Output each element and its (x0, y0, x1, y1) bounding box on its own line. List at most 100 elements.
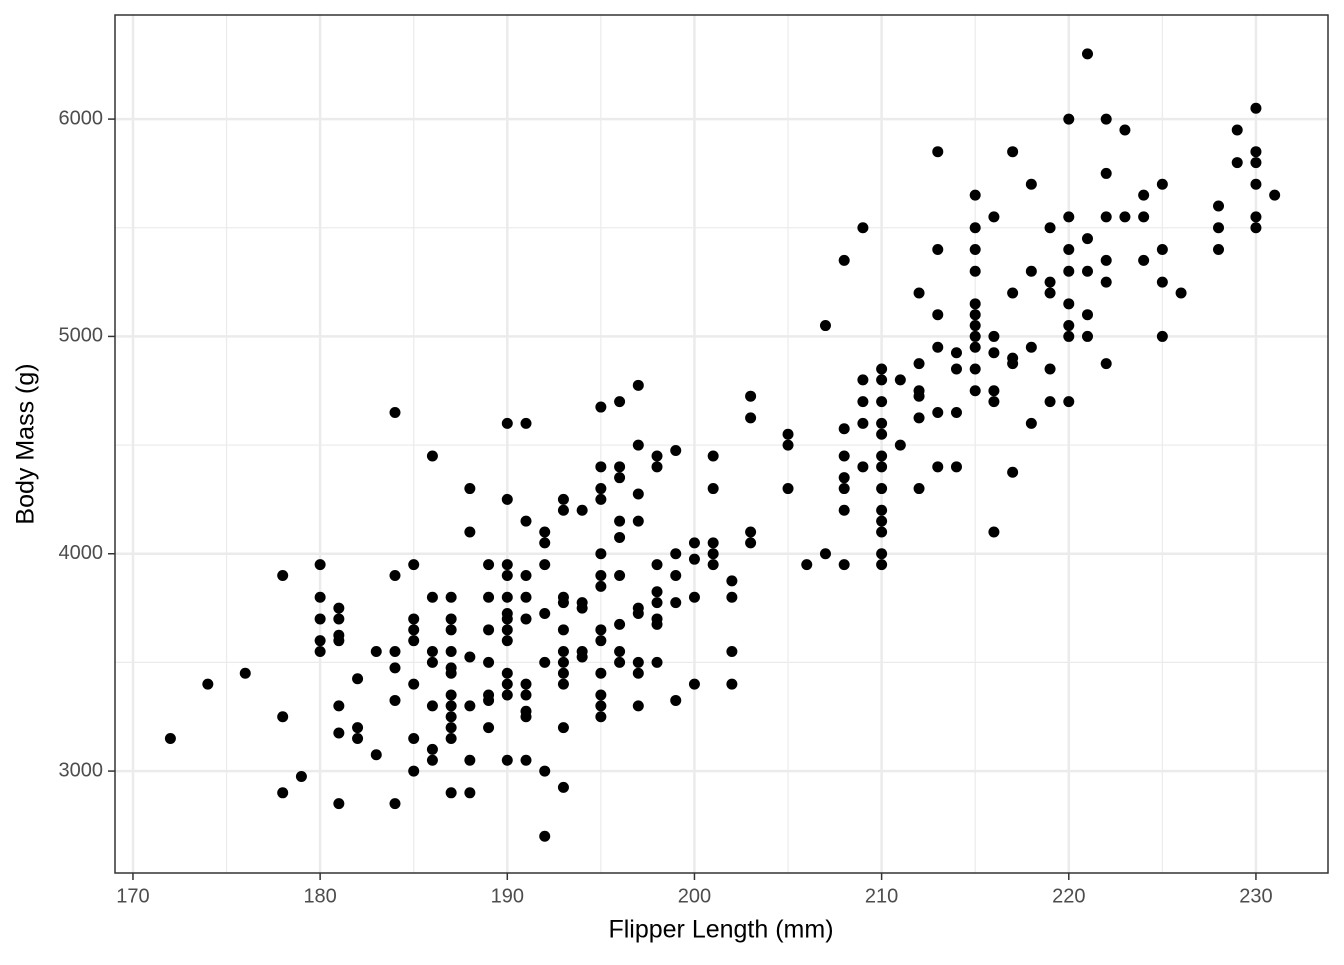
point (277, 787, 289, 799)
point (913, 358, 925, 370)
point (950, 363, 962, 375)
point (1081, 48, 1093, 60)
point (164, 732, 176, 744)
point (969, 309, 981, 321)
point (1250, 211, 1262, 223)
point (445, 667, 457, 679)
point (1138, 254, 1150, 266)
point (1025, 265, 1037, 277)
point (501, 569, 513, 581)
point (595, 667, 607, 679)
point (314, 635, 326, 647)
y-tick-label: 6000 (59, 107, 104, 129)
point (464, 526, 476, 538)
point (277, 569, 289, 581)
point (557, 493, 569, 505)
point (651, 618, 663, 630)
point (651, 461, 663, 473)
point (1063, 211, 1075, 223)
point (314, 591, 326, 603)
point (614, 472, 626, 484)
point (239, 667, 251, 679)
point (1250, 146, 1262, 158)
point (389, 798, 401, 810)
point (670, 445, 682, 457)
point (408, 678, 420, 690)
point (426, 646, 438, 658)
points (164, 48, 1281, 842)
point (913, 287, 925, 299)
point (483, 656, 495, 668)
point (1007, 466, 1019, 478)
point (969, 243, 981, 255)
point (932, 341, 944, 353)
point (464, 754, 476, 766)
point (314, 559, 326, 571)
point (876, 483, 888, 495)
point (1175, 287, 1187, 299)
point (1156, 243, 1168, 255)
point (651, 586, 663, 598)
point (539, 526, 551, 538)
point (726, 678, 738, 690)
point (1138, 211, 1150, 223)
point (595, 689, 607, 701)
point (483, 694, 495, 706)
point (688, 553, 700, 565)
point (557, 656, 569, 668)
point (557, 504, 569, 516)
point (1044, 222, 1056, 234)
point (539, 537, 551, 549)
point (539, 656, 551, 668)
point (838, 450, 850, 462)
point (857, 374, 869, 386)
point (726, 591, 738, 603)
point (557, 597, 569, 609)
point (501, 493, 513, 505)
point (1063, 320, 1075, 332)
point (408, 613, 420, 625)
point (333, 700, 345, 712)
point (445, 624, 457, 636)
point (595, 401, 607, 413)
point (876, 450, 888, 462)
point (1063, 113, 1075, 125)
point (333, 727, 345, 739)
point (1250, 178, 1262, 190)
point (389, 569, 401, 581)
point (1007, 358, 1019, 370)
point (501, 678, 513, 690)
point (1269, 189, 1281, 201)
point (483, 591, 495, 603)
point (1156, 330, 1168, 342)
point (333, 602, 345, 614)
point (707, 548, 719, 560)
point (426, 743, 438, 755)
point (988, 347, 1000, 359)
point (670, 548, 682, 560)
point (595, 711, 607, 723)
point (876, 526, 888, 538)
point (445, 613, 457, 625)
point (1138, 189, 1150, 201)
point (932, 406, 944, 418)
point (1044, 396, 1056, 408)
y-tick-label: 5000 (59, 325, 104, 347)
point (557, 667, 569, 679)
point (969, 320, 981, 332)
point (1063, 396, 1075, 408)
point (745, 537, 757, 549)
point (557, 624, 569, 636)
point (557, 722, 569, 734)
point (969, 265, 981, 277)
point (483, 624, 495, 636)
point (277, 711, 289, 723)
point (614, 461, 626, 473)
point (838, 472, 850, 484)
point (932, 461, 944, 473)
point (782, 428, 794, 440)
point (651, 559, 663, 571)
point (876, 396, 888, 408)
point (857, 396, 869, 408)
point (782, 439, 794, 451)
